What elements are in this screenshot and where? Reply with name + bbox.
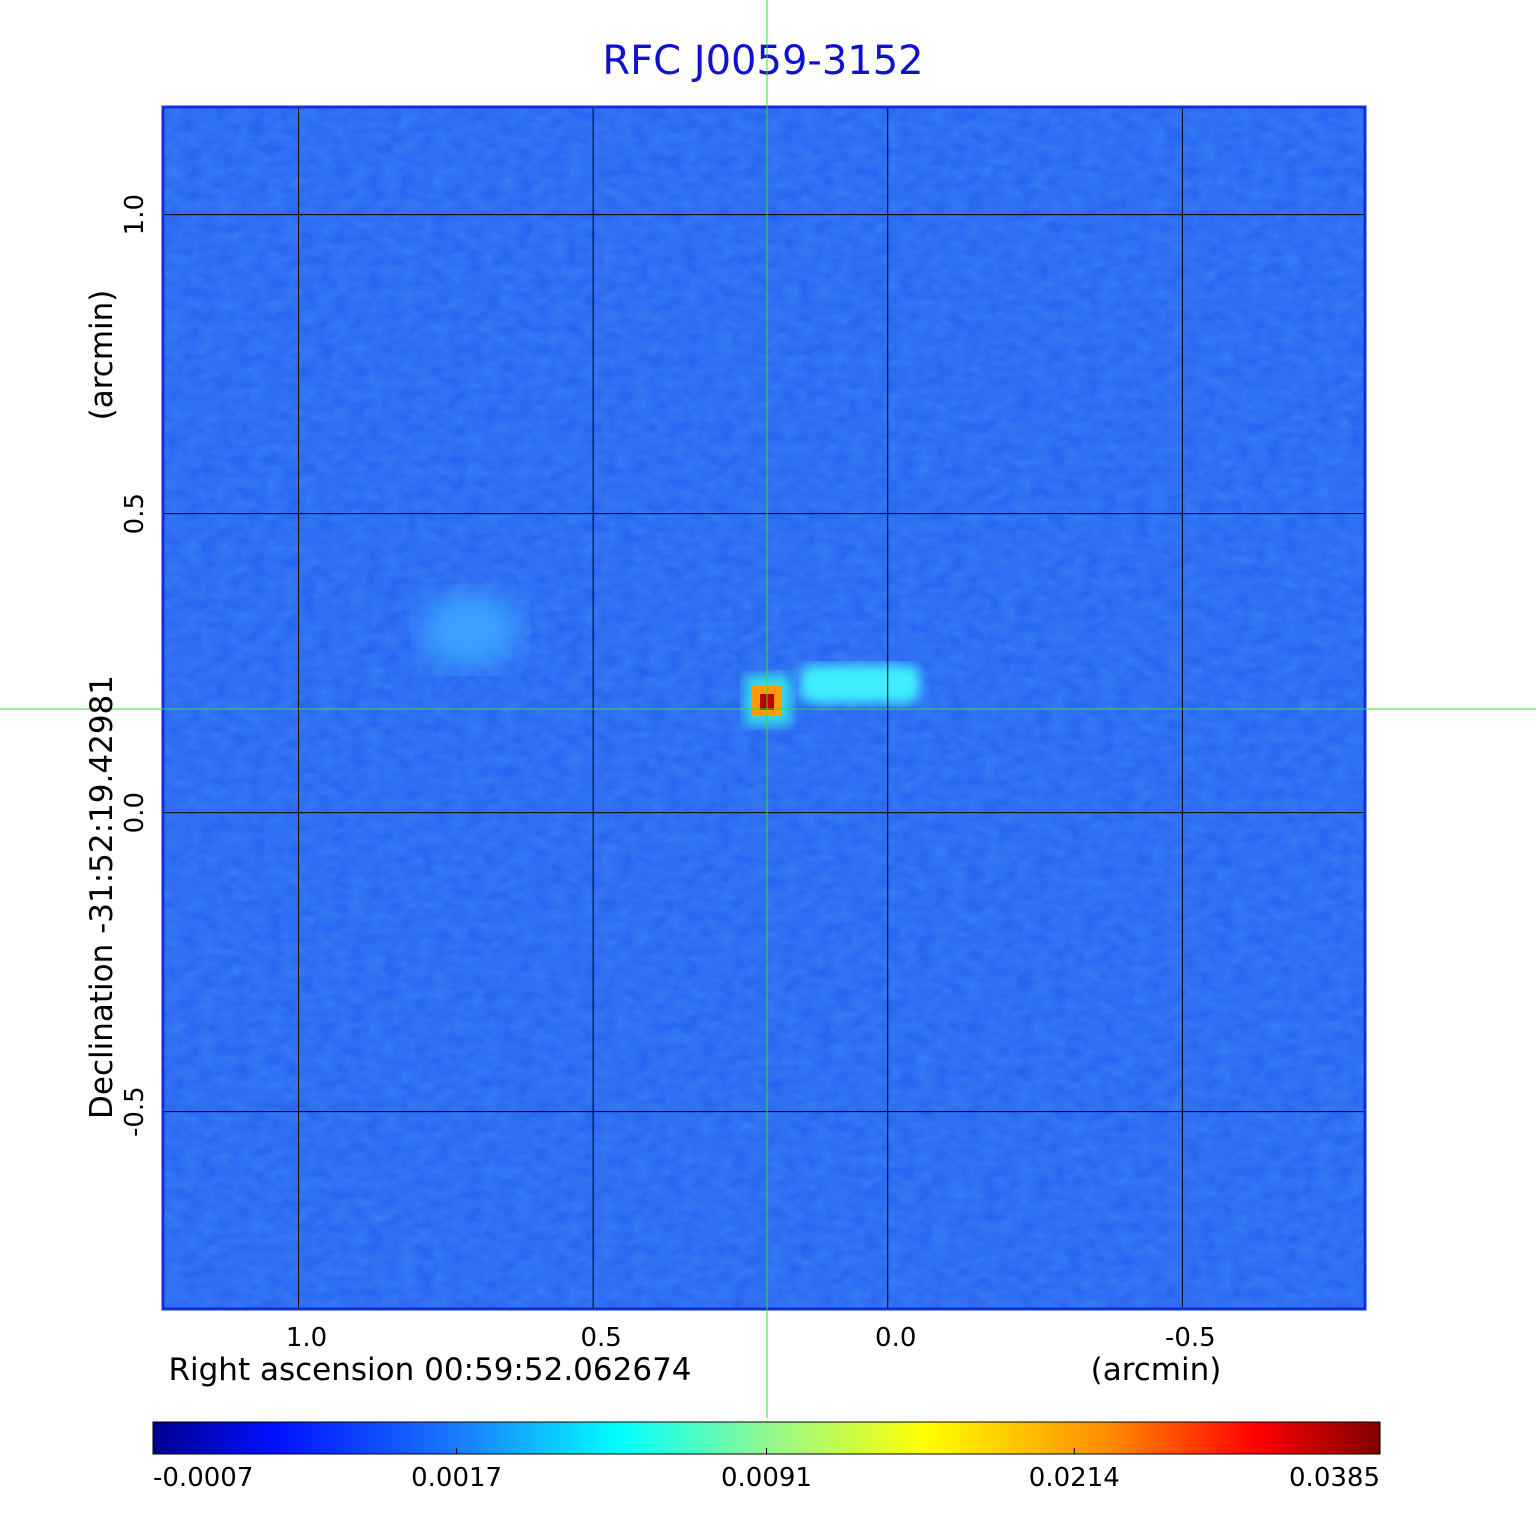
diffuse-source	[420, 592, 520, 668]
colorbar-tick-label: 0.0017	[411, 1463, 502, 1493]
x-tick-label: -0.5	[1165, 1323, 1216, 1353]
y-tick-label: 1.0	[120, 194, 150, 235]
y-axis-unit: (arcmin)	[84, 290, 120, 421]
plot-frame	[161, 105, 1367, 1311]
y-tick-label: 0.5	[120, 493, 150, 534]
y-axis-label: Declination -31:52:19.42981	[84, 675, 120, 1119]
chart-title: RFC J0059-3152	[602, 38, 923, 84]
x-tick-label: 0.5	[580, 1323, 621, 1353]
x-tick-label: 0.0	[875, 1323, 916, 1353]
colorbar-tick-label: -0.0007	[153, 1463, 253, 1493]
jet	[800, 665, 920, 703]
colorbar-tick-label: 0.0214	[1029, 1463, 1120, 1493]
image-plot	[161, 105, 1367, 1311]
colorbar-tick-label: 0.0091	[721, 1463, 812, 1493]
x-axis-label: Right ascension 00:59:52.062674	[168, 1352, 691, 1388]
x-tick-label: 1.0	[286, 1323, 327, 1353]
y-tick-label: 0.0	[120, 792, 150, 833]
x-axis-unit: (arcmin)	[1091, 1352, 1222, 1388]
y-tick-label: -0.5	[120, 1086, 150, 1137]
colorbar-tick-label: 0.0385	[1289, 1463, 1380, 1493]
